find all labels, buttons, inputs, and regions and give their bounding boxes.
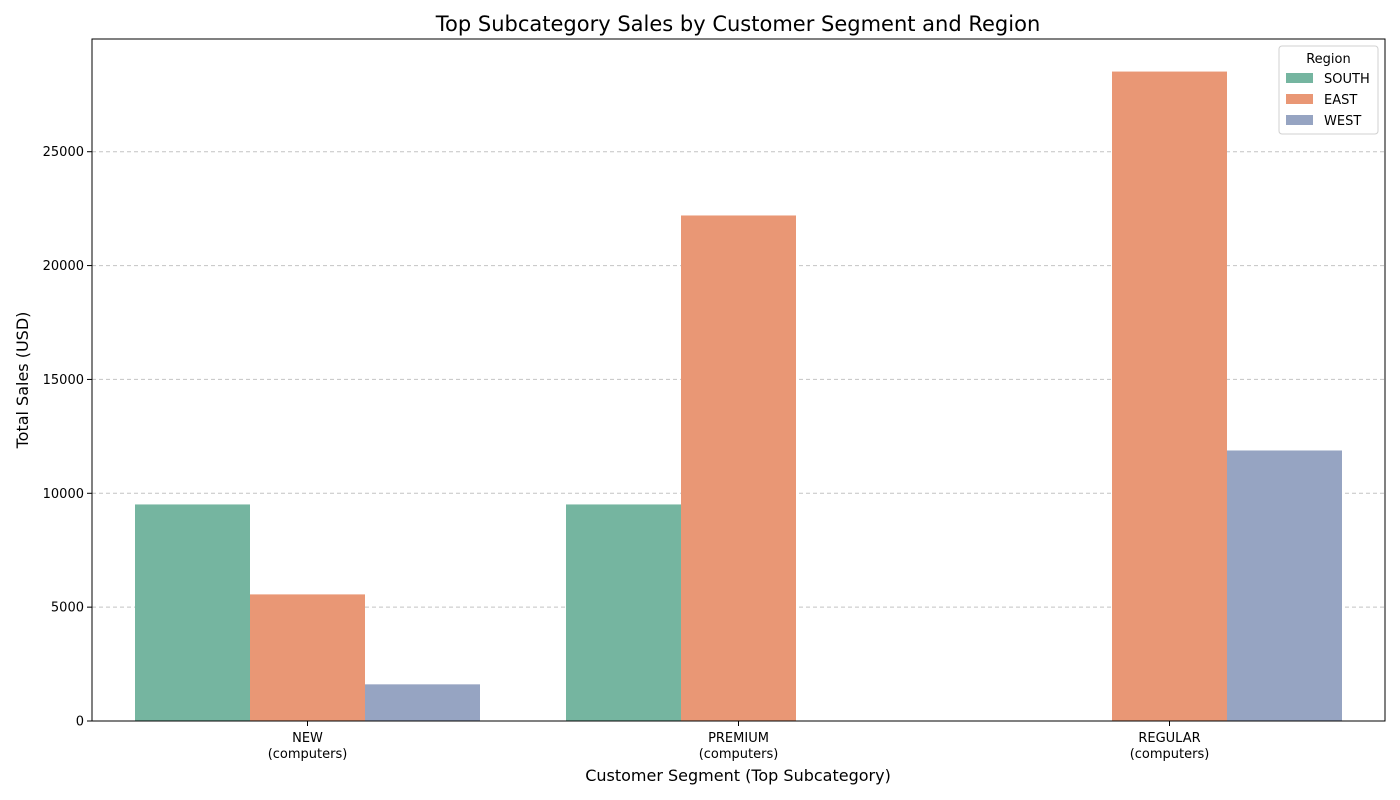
- bar-east-premium: [681, 215, 796, 721]
- legend-label-west: WEST: [1324, 114, 1361, 129]
- bar-east-regular: [1112, 71, 1227, 722]
- x-tick-label-line: NEW: [292, 731, 323, 746]
- legend-swatch-west: [1286, 115, 1313, 125]
- legend-swatch-south: [1286, 73, 1313, 83]
- legend-box: [1278, 45, 1379, 135]
- x-tick-label: REGULAR (computers): [1130, 731, 1210, 762]
- y-axis-label: Total Sales (USD): [13, 312, 32, 450]
- x-tick-label-line: (computers): [1130, 747, 1210, 762]
- y-axis-ticks: 0 5000 10000 15000 20000 25000: [43, 145, 92, 730]
- chart-title: Top Subcategory Sales by Customer Segmen…: [435, 12, 1041, 36]
- x-tick-label-line: (computers): [699, 747, 779, 762]
- bar-west-regular: [1227, 450, 1342, 721]
- legend-label-east: EAST: [1324, 93, 1357, 108]
- bar-west-new: [365, 684, 480, 721]
- y-tick-label: 15000: [43, 373, 84, 388]
- y-tick-label: 20000: [43, 259, 84, 274]
- x-tick-label: PREMIUM (computers): [699, 731, 779, 762]
- bar-south-premium: [566, 504, 681, 721]
- y-tick-label: 5000: [51, 601, 84, 616]
- y-tick-label: 0: [76, 715, 84, 730]
- legend-swatch-east: [1286, 94, 1313, 104]
- legend: Region SOUTH EAST WEST: [1278, 45, 1379, 135]
- x-axis-ticks: NEW (computers)PREMIUM (computers)REGULAR(…: [268, 721, 1210, 762]
- legend-label-south: SOUTH: [1324, 72, 1370, 87]
- y-tick-label: 10000: [43, 487, 84, 502]
- bar-south-new: [135, 504, 250, 721]
- x-tick-label-line: (computers): [268, 747, 348, 762]
- x-axis-label: Customer Segment (Top Subcategory): [585, 766, 891, 785]
- y-tick-label: 25000: [43, 145, 84, 160]
- x-tick-label: NEW (computers): [268, 731, 348, 762]
- x-tick-label-line: REGULAR: [1138, 731, 1200, 746]
- bar-east-new: [250, 594, 365, 721]
- x-tick-label-line: PREMIUM: [708, 731, 769, 746]
- bars: [135, 71, 1342, 722]
- legend-title: Region: [1306, 52, 1351, 67]
